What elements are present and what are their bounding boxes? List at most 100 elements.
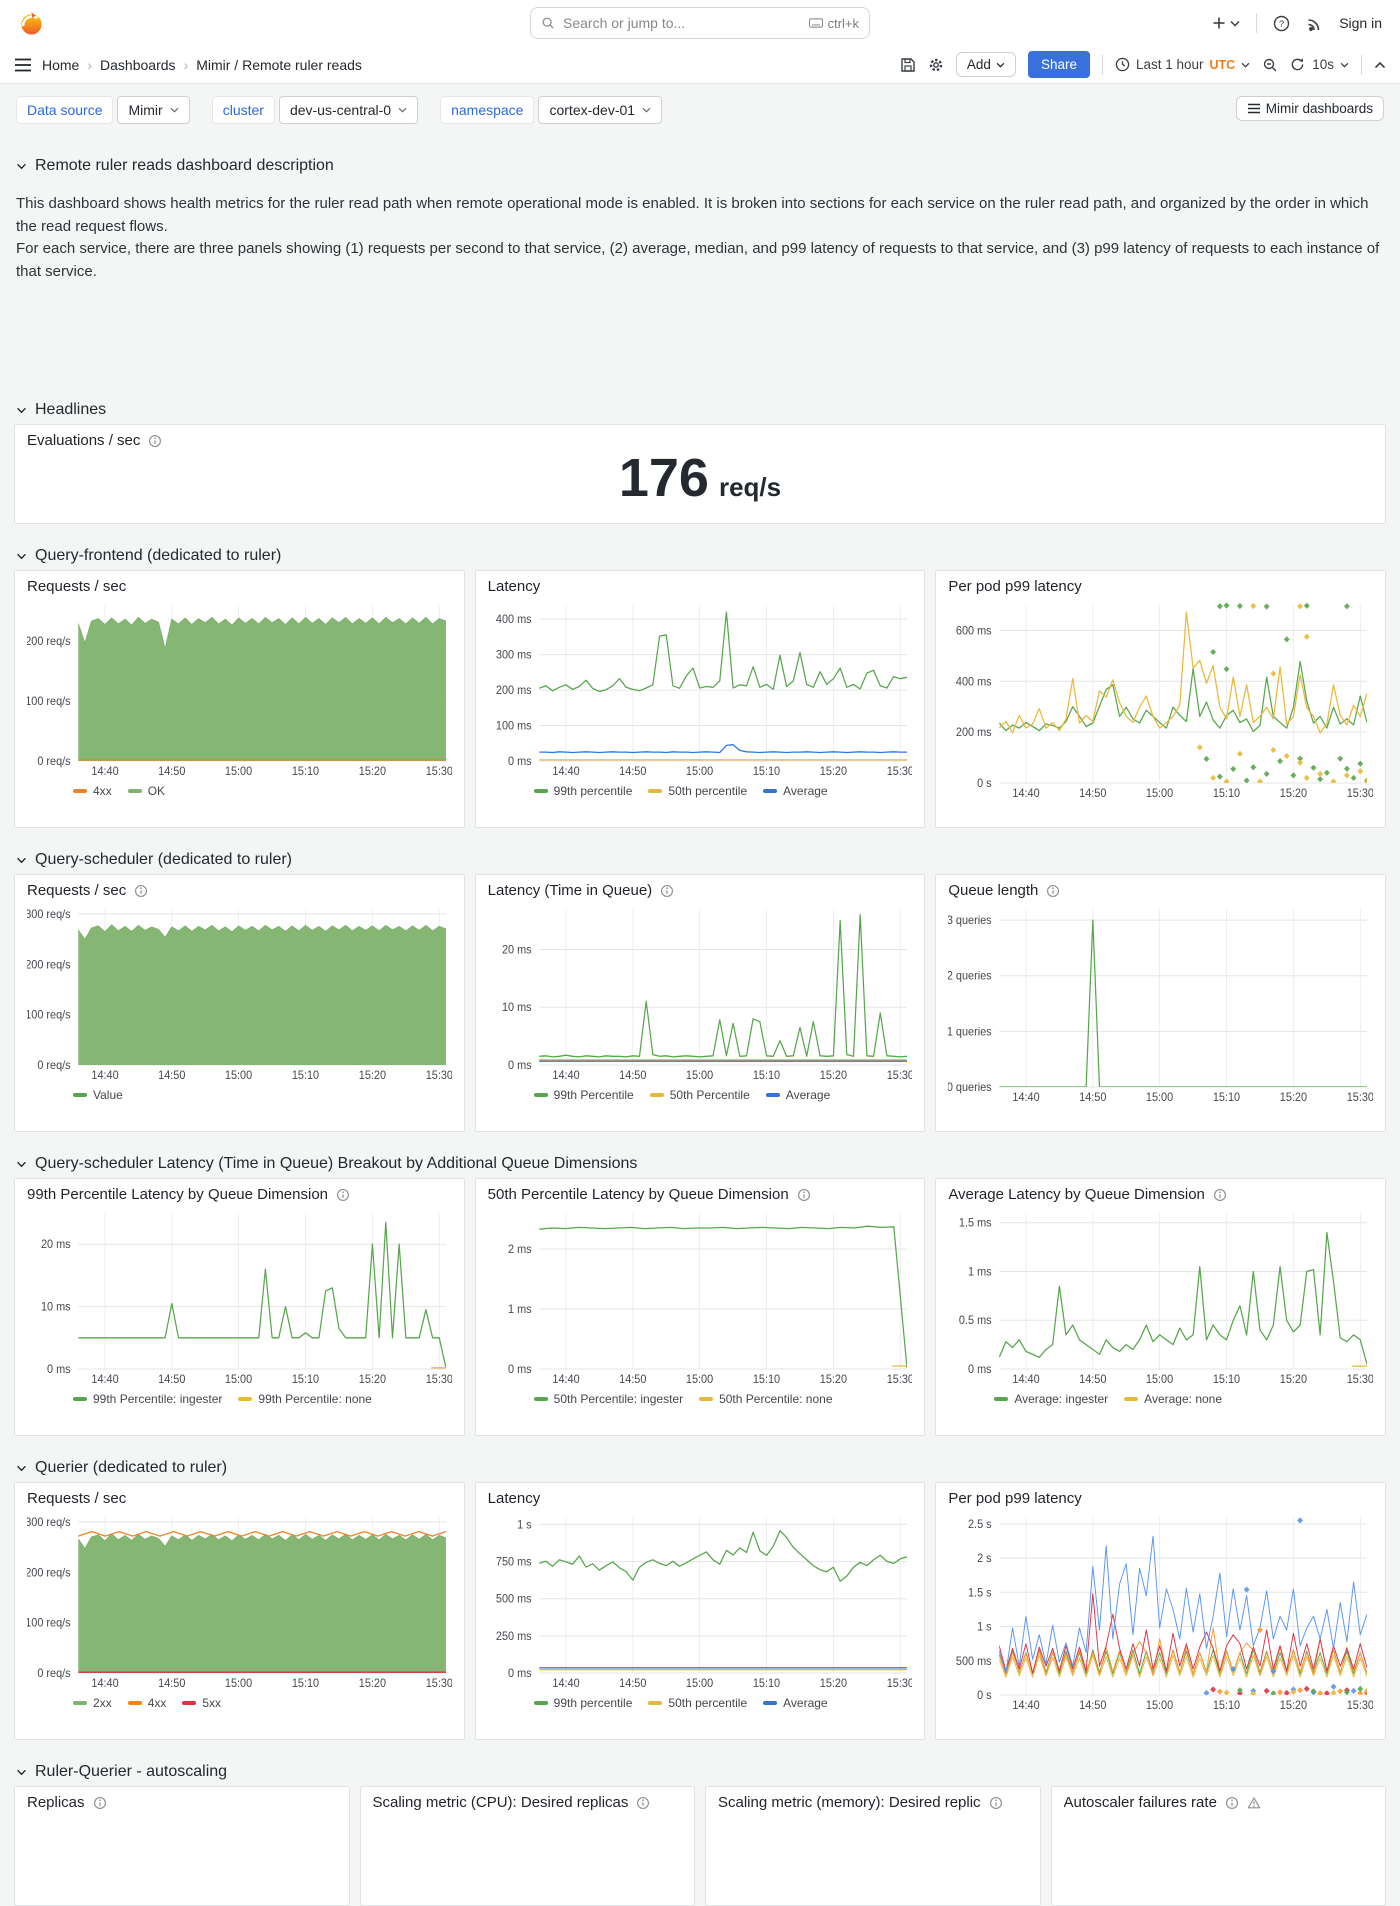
warning-icon[interactable] (1247, 1796, 1261, 1810)
variable-label[interactable]: cluster (211, 96, 275, 124)
legend-item[interactable]: 4xx (127, 1696, 166, 1710)
info-icon[interactable] (336, 1188, 350, 1202)
zoom-out-icon[interactable] (1262, 57, 1278, 73)
panel-title[interactable]: Per pod p99 latency (948, 578, 1082, 595)
time-series-chart[interactable]: 14:40 14:50 15:00 15:10 15:20 15:30 0 ms 10 ms 2… (27, 1205, 452, 1389)
legend-item[interactable]: Average (763, 1696, 828, 1710)
panel-title[interactable]: Average Latency by Queue Dimension (948, 1186, 1205, 1203)
legend-item[interactable]: Average (763, 784, 828, 798)
add-button[interactable]: Add (955, 52, 1016, 77)
time-series-chart[interactable]: 14:40 14:50 15:00 15:10 15:20 15:30 0 req/s 100… (27, 901, 452, 1085)
news-button[interactable] (1306, 15, 1323, 32)
legend-item[interactable]: 99th percentile (533, 1696, 632, 1710)
panel-title[interactable]: Requests / sec (27, 1490, 127, 1507)
share-button[interactable]: Share (1027, 51, 1090, 78)
refresh-picker[interactable]: 10s (1290, 57, 1349, 72)
panel-title[interactable]: Evaluations / sec (27, 432, 141, 449)
cluster-select[interactable]: dev-us-central-0 (278, 96, 419, 124)
info-icon[interactable] (636, 1796, 650, 1810)
legend-item[interactable]: 99th percentile (533, 784, 632, 798)
section-header-ruler-querier-autoscaling[interactable]: Ruler-Querier - autoscaling (16, 1761, 1384, 1783)
time-series-chart[interactable]: 14:40 14:50 15:00 15:10 15:20 15:30 0 req/s 100… (27, 1509, 452, 1693)
legend-item[interactable]: 4xx (73, 784, 112, 798)
panel-title[interactable]: Autoscaler failures rate (1063, 1794, 1217, 1811)
variable-label[interactable]: namespace (440, 96, 535, 124)
panel-title[interactable]: Latency (Time in Queue) (487, 882, 653, 899)
search-input[interactable]: Search or jump to... ctrl+k (530, 7, 870, 39)
legend-item[interactable]: 2xx (73, 1696, 112, 1710)
section-header-query-scheduler-latency-time-in-queue-br[interactable]: Query-scheduler Latency (Time in Queue) … (16, 1153, 1384, 1175)
svg-text:15:10: 15:10 (1213, 788, 1240, 800)
legend-item[interactable]: 99th Percentile: none (238, 1392, 372, 1406)
section-header-headlines[interactable]: Headlines (16, 399, 1384, 421)
section-header-querier-dedicated-to-ruler[interactable]: Querier (dedicated to ruler) (16, 1457, 1384, 1479)
panel-title[interactable]: Per pod p99 latency (948, 1490, 1082, 1507)
panel-title[interactable]: Replicas (27, 1794, 85, 1811)
panel-header: Requests / sec (27, 882, 452, 899)
panel-title[interactable]: 50th Percentile Latency by Queue Dimensi… (487, 1186, 789, 1203)
collapse-toolbar-icon[interactable] (1374, 61, 1386, 69)
info-icon[interactable] (93, 1796, 107, 1810)
panel-queue-length: Queue length 14:40 14:50 15:00 15:10 15:20 15:… (935, 874, 1386, 1132)
panel-replicas: Replicas (14, 1786, 350, 1906)
save-icon[interactable] (900, 57, 916, 73)
time-series-chart[interactable]: 14:40 14:50 15:00 15:10 15:20 15:30 0 ms 1 ms 2 … (488, 1205, 913, 1389)
legend-item[interactable]: Average: ingester (994, 1392, 1108, 1406)
legend-item[interactable]: Average: none (1124, 1392, 1222, 1406)
panel-title[interactable]: Scaling metric (CPU): Desired replicas (372, 1794, 629, 1811)
panel-header: Autoscaler failures rate (1064, 1794, 1374, 1811)
time-series-chart[interactable]: 14:40 14:50 15:00 15:10 15:20 15:30 0 req/s 100… (27, 597, 452, 781)
panel-title[interactable]: Queue length (948, 882, 1039, 899)
info-icon[interactable] (660, 884, 674, 898)
panel-title[interactable]: Scaling metric (memory): Desired replic (718, 1794, 981, 1811)
legend-item[interactable]: 50th percentile (648, 1696, 747, 1710)
legend-item[interactable]: 50th Percentile: ingester (533, 1392, 683, 1406)
panel-title[interactable]: Requests / sec (27, 578, 127, 595)
help-button[interactable]: ? (1273, 15, 1290, 32)
legend-item[interactable]: Value (73, 1088, 123, 1102)
time-series-chart[interactable]: 14:40 14:50 15:00 15:10 15:20 15:30 0 ms 100 ms… (488, 597, 913, 781)
mimir-dashboards-button[interactable]: Mimir dashboards (1235, 96, 1384, 121)
namespace-select[interactable]: cortex-dev-01 (538, 96, 663, 124)
settings-gear-icon[interactable] (928, 57, 944, 73)
section-header-remote-ruler-reads-dashboard-description[interactable]: Remote ruler reads dashboard description (16, 155, 1384, 177)
info-icon[interactable] (1213, 1188, 1227, 1202)
menu-icon[interactable] (14, 58, 32, 72)
variable-label[interactable]: Data source (16, 96, 114, 124)
panel-title[interactable]: Requests / sec (27, 882, 127, 899)
panel-title[interactable]: Latency (487, 1490, 541, 1507)
grafana-logo[interactable] (18, 10, 45, 37)
legend-swatch (1124, 1397, 1139, 1401)
time-series-chart[interactable]: 14:40 14:50 15:00 15:10 15:20 15:30 0 ms 0.5 ms… (948, 1205, 1373, 1389)
legend-item[interactable]: 50th percentile (648, 784, 747, 798)
info-icon[interactable] (148, 434, 162, 448)
time-series-chart[interactable]: 14:40 14:50 15:00 15:10 15:20 15:30 0 queries 1… (948, 901, 1373, 1107)
time-series-chart[interactable]: 14:40 14:50 15:00 15:10 15:20 15:30 0 s 200 ms 4… (948, 597, 1373, 803)
info-icon[interactable] (989, 1796, 1003, 1810)
info-icon[interactable] (134, 884, 148, 898)
info-icon[interactable] (797, 1188, 811, 1202)
time-range-picker[interactable]: Last 1 hour UTC (1115, 57, 1250, 72)
datasource-select[interactable]: Mimir (117, 96, 190, 124)
time-series-chart[interactable]: 14:40 14:50 15:00 15:10 15:20 15:30 0 ms 250 ms… (488, 1509, 913, 1693)
info-icon[interactable] (1225, 1796, 1239, 1810)
section-header-query-scheduler-dedicated-to-ruler[interactable]: Query-scheduler (dedicated to ruler) (16, 849, 1384, 871)
legend-item[interactable]: 99th Percentile (533, 1088, 634, 1102)
legend-item[interactable]: 50th Percentile (649, 1088, 750, 1102)
legend-item[interactable]: Average (765, 1088, 830, 1102)
legend-item[interactable]: 99th Percentile: ingester (73, 1392, 222, 1406)
new-menu-button[interactable] (1211, 15, 1240, 31)
time-series-chart[interactable]: 14:40 14:50 15:00 15:10 15:20 15:30 0 ms 10 ms 2… (488, 901, 913, 1085)
sign-in-link[interactable]: Sign in (1339, 15, 1382, 31)
breadcrumb-dashboards[interactable]: Dashboards (100, 56, 176, 73)
legend-item[interactable]: 5xx (182, 1696, 221, 1710)
panel-title[interactable]: 99th Percentile Latency by Queue Dimensi… (27, 1186, 329, 1203)
panel-title[interactable]: Latency (487, 578, 541, 595)
legend-label: 5xx (202, 1696, 222, 1710)
info-icon[interactable] (1046, 884, 1060, 898)
time-series-chart[interactable]: 14:40 14:50 15:00 15:10 15:20 15:30 0 s 500 ms 1… (948, 1509, 1373, 1715)
legend-item[interactable]: OK (127, 784, 165, 798)
section-header-query-frontend-dedicated-to-ruler[interactable]: Query-frontend (dedicated to ruler) (16, 545, 1384, 567)
breadcrumb-home[interactable]: Home (42, 56, 80, 73)
legend-item[interactable]: 50th Percentile: none (699, 1392, 833, 1406)
